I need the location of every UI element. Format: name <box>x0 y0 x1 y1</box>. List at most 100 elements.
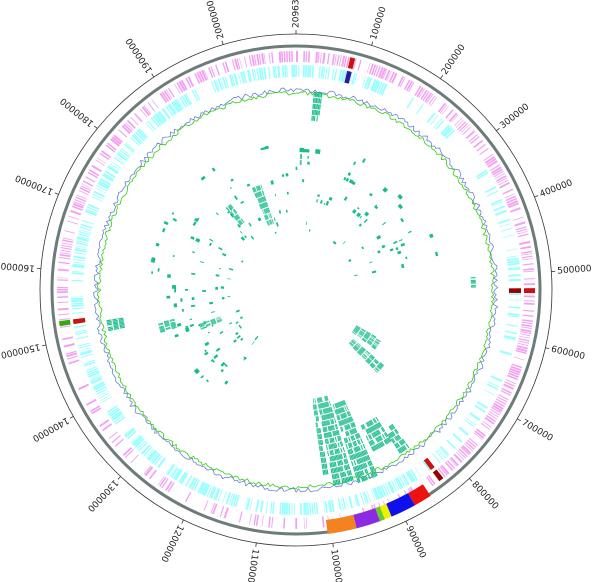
blast-hit <box>317 110 319 116</box>
blast-hit <box>318 403 321 409</box>
reverse-cds <box>327 67 331 80</box>
reverse-cds <box>90 377 103 385</box>
blast-hit <box>334 479 337 486</box>
forward-cds <box>507 200 519 207</box>
reverse-cds <box>76 240 89 244</box>
blast-hit <box>233 195 238 200</box>
forward-cds <box>105 144 116 153</box>
blast-hit <box>319 452 322 458</box>
forward-cds <box>88 169 100 177</box>
forward-cds <box>185 77 192 88</box>
forward-cds <box>58 318 70 321</box>
blast-hit <box>269 213 272 219</box>
blast-hit <box>334 403 337 409</box>
blast-hit <box>398 440 403 446</box>
blast-hit <box>264 215 268 220</box>
blast-hit <box>216 319 222 322</box>
reverse-cds <box>156 457 167 469</box>
tick-mark <box>181 519 184 524</box>
reverse-cds <box>490 198 503 206</box>
tick-mark <box>332 543 334 548</box>
forward-cds <box>123 123 133 133</box>
blast-hit <box>381 433 386 439</box>
reverse-cds <box>414 466 422 477</box>
blast-hit <box>254 186 257 192</box>
blast-hit <box>327 407 330 413</box>
blast-hit <box>227 295 231 298</box>
blast-hit <box>342 419 345 425</box>
forward-cds <box>445 109 454 119</box>
blast-hit <box>326 469 329 475</box>
tick-label: 1500000 <box>0 341 41 359</box>
reverse-cds <box>409 469 418 481</box>
forward-cds <box>306 517 308 529</box>
genomic-island <box>375 506 385 522</box>
forward-cds <box>110 138 120 147</box>
forward-cds <box>503 383 514 390</box>
blast-hit <box>236 214 240 219</box>
blast-hit <box>366 359 371 364</box>
reverse-cds <box>126 430 137 440</box>
blast-hit <box>320 439 323 445</box>
reverse-cds <box>222 491 227 503</box>
blast-hit <box>360 424 364 430</box>
blast-hit <box>215 274 220 277</box>
blast-hit <box>356 351 361 356</box>
reverse-cds <box>81 353 93 358</box>
blast-hit <box>343 412 347 418</box>
reverse-cds <box>331 68 335 81</box>
blast-hit <box>388 437 392 442</box>
blast-hit <box>107 323 113 326</box>
blast-hit <box>470 286 476 288</box>
blast-hit <box>370 354 376 359</box>
blast-hit <box>333 242 337 245</box>
blast-hit <box>366 350 371 355</box>
blast-hit <box>318 397 321 403</box>
blast-hit <box>113 322 119 325</box>
blast-hit <box>359 331 364 335</box>
blast-hit <box>173 303 178 308</box>
blast-hit <box>345 464 348 471</box>
blast-hit <box>256 192 259 198</box>
blast-hit <box>318 434 320 440</box>
blast-hit <box>243 235 247 239</box>
blast-hit <box>369 355 374 360</box>
blast-hit <box>342 446 346 453</box>
reverse-cds-track <box>71 65 521 515</box>
blast-hit <box>254 193 257 199</box>
blast-hit <box>313 115 316 122</box>
genomic-islands-track <box>325 484 431 534</box>
forward-cds <box>71 205 83 211</box>
blast-hit <box>380 427 385 433</box>
reverse-cds <box>188 477 197 489</box>
blast-hit <box>260 191 263 197</box>
blast-hit <box>315 422 318 428</box>
reverse-cds <box>445 129 455 140</box>
blast-hit <box>317 428 320 434</box>
reverse-cds <box>88 371 100 378</box>
blast-hit <box>361 338 366 343</box>
reverse-cds <box>342 70 347 83</box>
reverse-cds <box>133 133 143 143</box>
blast-hit <box>390 424 395 430</box>
blast-hit <box>264 202 268 208</box>
blast-hit <box>344 471 347 477</box>
blast-hit <box>381 244 386 249</box>
blast-hit <box>333 455 336 461</box>
blast-hit <box>339 441 343 447</box>
reverse-cds <box>108 407 119 416</box>
reverse-cds <box>306 502 309 515</box>
blast-hit <box>375 444 379 450</box>
reverse-cds <box>309 65 312 78</box>
reverse-cds <box>387 482 393 494</box>
blast-hit <box>262 203 265 208</box>
blast-hit <box>199 323 204 326</box>
blast-hit <box>337 408 340 414</box>
forward-cds <box>373 65 379 76</box>
reverse-cds <box>396 477 404 489</box>
reverse-cds <box>172 468 181 480</box>
blast-hit <box>398 238 403 242</box>
blast-hit <box>260 147 266 151</box>
reverse-cds <box>71 297 84 300</box>
reverse-cds <box>303 502 305 515</box>
